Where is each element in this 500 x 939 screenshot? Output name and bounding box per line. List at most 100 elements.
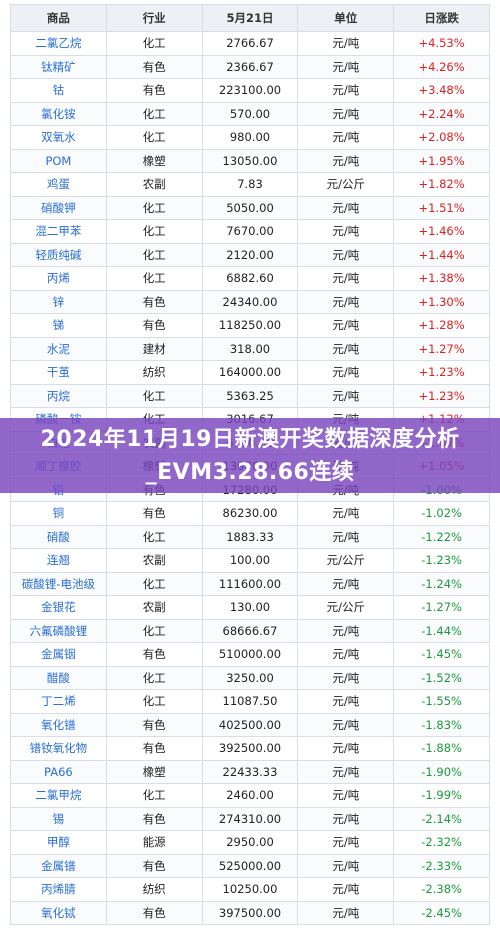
commodity-price-table: 商品 行业 5月21日 单位 日涨跌 二氯乙烷 化工 2766.67 元/吨 +4.53… — [10, 4, 490, 925]
table-row: 钴有色 223100.00 元/吨 +3.48% — [10, 78, 490, 103]
cell-commodity[interactable]: 丙烷 — [10, 383, 107, 408]
cell-industry: 有色 — [105, 54, 203, 79]
cell-commodity[interactable]: 金属铟 — [10, 642, 107, 667]
table-row: 鸡蛋 农副 7.83 元/公斤 +1.82% — [10, 172, 490, 197]
cell-change: -1.22% — [393, 524, 490, 549]
cell-commodity[interactable]: 干茧 — [10, 360, 107, 385]
table-row: 醋酸 化工 3250.00 元/吨 -1.52% — [10, 665, 490, 690]
cell-commodity[interactable]: 镨钕氧化物 — [10, 736, 107, 761]
table-row: 六氟磷酸锂 化工 68666.67 元/吨 -1.44% — [10, 618, 490, 643]
cell-price: 397500.00 — [201, 900, 299, 925]
cell-industry: 有色 — [105, 313, 203, 338]
cell-unit: 元/吨 — [297, 806, 395, 831]
cell-change: +1.23% — [393, 383, 490, 408]
cell-price: 392500.00 — [201, 736, 299, 761]
cell-change: +1.44% — [393, 242, 490, 267]
cell-commodity[interactable]: 六氟磷酸锂 — [10, 618, 107, 643]
cell-commodity[interactable]: 轻质纯碱 — [10, 242, 107, 267]
cell-change: -1.52% — [393, 665, 490, 690]
cell-change: +4.53% — [393, 31, 490, 56]
cell-price: 118250.00 — [201, 313, 299, 338]
cell-change: +4.26% — [393, 54, 490, 79]
cell-industry: 化工 — [105, 524, 203, 549]
cell-unit: 元/吨 — [297, 524, 395, 549]
cell-industry: 有色 — [105, 853, 203, 878]
cell-unit: 元/吨 — [297, 900, 395, 925]
cell-commodity[interactable]: PA66 — [10, 759, 107, 784]
cell-commodity[interactable]: 二氯乙烷 — [10, 31, 107, 56]
cell-commodity[interactable]: 二氯甲烷 — [10, 783, 107, 808]
cell-commodity[interactable]: 铜 — [10, 501, 107, 526]
cell-commodity[interactable]: 氧化铽 — [10, 900, 107, 925]
cell-unit: 元/吨 — [297, 125, 395, 150]
cell-unit: 元/吨 — [297, 266, 395, 291]
cell-unit: 元/吨 — [297, 783, 395, 808]
cell-price: 525000.00 — [201, 853, 299, 878]
table-row: 锡有色 274310.00 元/吨 -2.14% — [10, 806, 490, 831]
cell-commodity[interactable]: 硝酸 — [10, 524, 107, 549]
cell-commodity[interactable]: 氧化镨 — [10, 712, 107, 737]
cell-price: 24340.00 — [201, 289, 299, 314]
cell-unit: 元/公斤 — [297, 548, 395, 573]
cell-commodity[interactable]: 金属镨 — [10, 853, 107, 878]
cell-industry: 化工 — [105, 266, 203, 291]
table-row: 金属镨 有色 525000.00 元/吨 -2.33% — [10, 853, 490, 878]
cell-price: 5363.25 — [201, 383, 299, 408]
cell-commodity[interactable]: 混二甲苯 — [10, 219, 107, 244]
header-date: 5月21日 — [201, 4, 299, 32]
cell-industry: 化工 — [105, 618, 203, 643]
cell-commodity[interactable]: 连翘 — [10, 548, 107, 573]
header-industry: 行业 — [105, 4, 203, 32]
cell-commodity[interactable]: 锑 — [10, 313, 107, 338]
cell-industry: 化工 — [105, 101, 203, 126]
cell-change: +1.28% — [393, 313, 490, 338]
cell-industry: 有色 — [105, 78, 203, 103]
cell-commodity[interactable]: 氯化铵 — [10, 101, 107, 126]
cell-change: +2.08% — [393, 125, 490, 150]
cell-change: -1.55% — [393, 689, 490, 714]
cell-commodity[interactable]: 醋酸 — [10, 665, 107, 690]
cell-change: -1.88% — [393, 736, 490, 761]
table-row: 丙烯腈 纺织 10250.00 元/吨 -2.38% — [10, 877, 490, 902]
cell-industry: 橡塑 — [105, 148, 203, 173]
table-row: 锑有色 118250.00 元/吨 +1.28% — [10, 313, 490, 338]
cell-price: 130.00 — [201, 595, 299, 620]
cell-commodity[interactable]: 锡 — [10, 806, 107, 831]
cell-commodity[interactable]: 碳酸锂-电池级 — [10, 571, 107, 596]
cell-commodity[interactable]: 鸡蛋 — [10, 172, 107, 197]
cell-commodity[interactable]: 丁二烯 — [10, 689, 107, 714]
cell-commodity[interactable]: 丙烯 — [10, 266, 107, 291]
cell-commodity[interactable]: 丙烯腈 — [10, 877, 107, 902]
cell-unit: 元/吨 — [297, 219, 395, 244]
cell-industry: 有色 — [105, 900, 203, 925]
cell-industry: 有色 — [105, 501, 203, 526]
cell-commodity[interactable]: 金银花 — [10, 595, 107, 620]
cell-price: 223100.00 — [201, 78, 299, 103]
table-header-row: 商品 行业 5月21日 单位 日涨跌 — [10, 4, 490, 32]
cell-unit: 元/吨 — [297, 31, 395, 56]
cell-commodity[interactable]: 水泥 — [10, 336, 107, 361]
cell-industry: 有色 — [105, 712, 203, 737]
table-row: 钛精矿 有色 2366.67 元/吨 +4.26% — [10, 54, 490, 79]
cell-unit: 元/吨 — [297, 289, 395, 314]
cell-commodity[interactable]: 锌 — [10, 289, 107, 314]
cell-commodity[interactable]: 双氧水 — [10, 125, 107, 150]
cell-commodity[interactable]: 硝酸钾 — [10, 195, 107, 220]
cell-commodity[interactable]: POM — [10, 148, 107, 173]
table-row: 丙烯 化工 6882.60 元/吨 +1.38% — [10, 266, 490, 291]
cell-industry: 化工 — [105, 665, 203, 690]
cell-change: -1.83% — [393, 712, 490, 737]
cell-commodity[interactable]: 甲醇 — [10, 830, 107, 855]
cell-unit: 元/吨 — [297, 54, 395, 79]
cell-unit: 元/吨 — [297, 195, 395, 220]
table-row: 金属铟 有色 510000.00 元/吨 -1.45% — [10, 642, 490, 667]
cell-change: -2.14% — [393, 806, 490, 831]
table-row: 丙烷 化工 5363.25 元/吨 +1.23% — [10, 383, 490, 408]
cell-price: 980.00 — [201, 125, 299, 150]
header-unit: 单位 — [297, 4, 395, 32]
cell-industry: 建材 — [105, 336, 203, 361]
cell-commodity[interactable]: 钛精矿 — [10, 54, 107, 79]
cell-industry: 化工 — [105, 31, 203, 56]
cell-commodity[interactable]: 钴 — [10, 78, 107, 103]
cell-price: 22433.33 — [201, 759, 299, 784]
